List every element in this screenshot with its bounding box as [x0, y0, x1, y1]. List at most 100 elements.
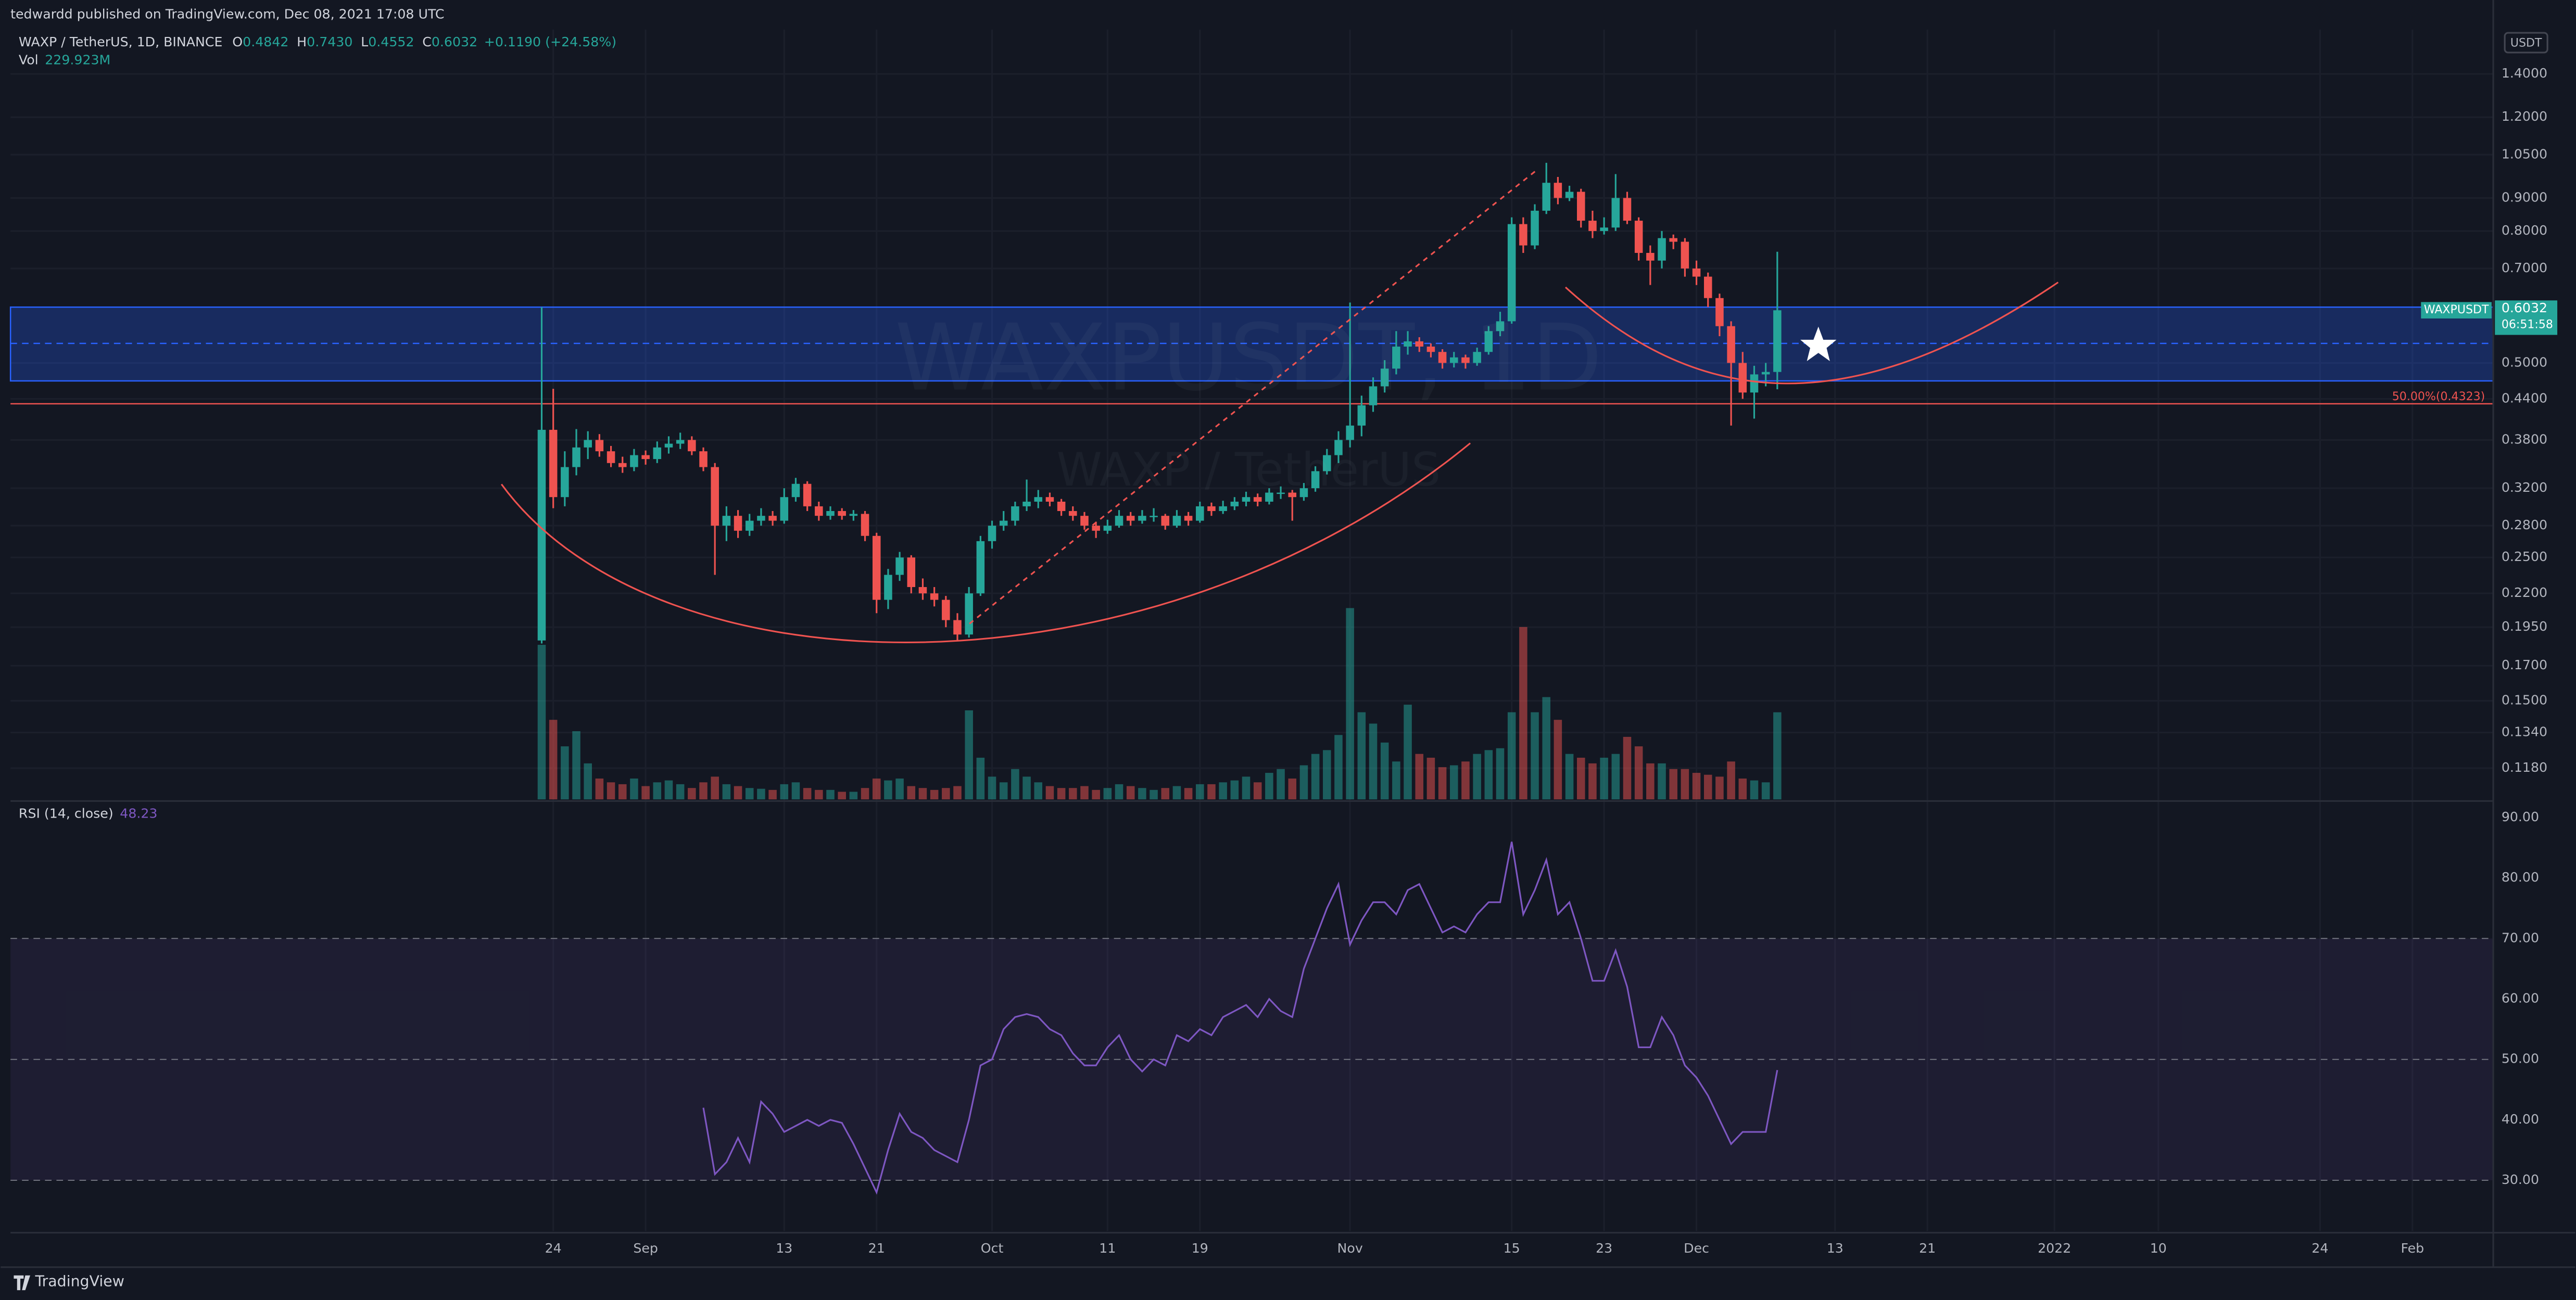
volume-bar	[1646, 763, 1655, 800]
y-tick-label: 0.2500	[2502, 549, 2547, 564]
ohlc-value: 0.7430	[307, 34, 352, 49]
overlay-layer	[500, 170, 2059, 643]
candle-body	[872, 536, 881, 600]
candle-body	[1161, 516, 1170, 526]
volume-bar	[1461, 761, 1470, 800]
candle-body	[1022, 501, 1031, 506]
x-tick-label: Sep	[633, 1241, 658, 1256]
y-tick-label: 0.1500	[2502, 693, 2547, 708]
volume-bar	[1761, 782, 1770, 800]
ohlc-name: L	[361, 34, 368, 49]
volume-bar	[618, 784, 627, 800]
candle-body	[1554, 183, 1562, 198]
y-tick-label: 1.2000	[2502, 109, 2547, 124]
candle-body	[1484, 331, 1493, 352]
volume-bar	[699, 782, 708, 800]
x-tick-label: 24	[545, 1241, 562, 1256]
rsi-tick-label: 30.00	[2502, 1172, 2539, 1187]
candle-body	[676, 440, 685, 444]
y-tick-label: 0.2800	[2502, 517, 2547, 532]
legend-line: WAXP / TetherUS, 1D, BINANCE O0.4842 H0.74…	[19, 34, 616, 49]
volume-bar	[907, 786, 916, 800]
x-tick-label: 19	[1192, 1241, 1208, 1256]
volume-bar	[676, 784, 685, 800]
volume-bar	[1311, 754, 1320, 800]
volume-bar	[1484, 750, 1493, 800]
volume-bar	[791, 782, 800, 800]
volume-bar	[1658, 763, 1666, 800]
x-tick-label: Feb	[2401, 1241, 2424, 1256]
volume-bar	[1415, 754, 1423, 800]
symbol-tag-label: WAXPUSDT	[2424, 303, 2489, 316]
y-tick-label: 0.7000	[2502, 260, 2547, 275]
candle-body	[918, 587, 927, 594]
candle-body	[953, 620, 962, 635]
candle-body	[1219, 506, 1227, 511]
candle-body	[999, 520, 1008, 526]
volume-bar	[561, 746, 569, 800]
watermark: WAXPUSDT, 1D	[895, 304, 1602, 412]
volume-bar	[722, 784, 731, 800]
author-line: tedwardd published on TradingView.com, D…	[10, 6, 444, 21]
candle-body	[1011, 506, 1019, 521]
x-tick-label: Dec	[1684, 1241, 1709, 1256]
volume-bar	[1438, 767, 1447, 800]
volume-bar	[803, 788, 812, 800]
candle-body	[664, 443, 673, 448]
volume-bar	[1600, 757, 1608, 800]
volume-bar	[1669, 769, 1677, 800]
volume-bar	[1692, 773, 1701, 800]
volume-bar	[1103, 788, 1112, 800]
rsi-tick-label: 50.00	[2502, 1051, 2539, 1066]
candle-body	[734, 516, 742, 531]
candle-body	[907, 557, 916, 588]
candle-body	[1311, 471, 1320, 489]
volume-bar	[942, 788, 950, 800]
fib-label: 50.00%(0.4323)	[2392, 390, 2485, 403]
candle-body	[1496, 321, 1505, 332]
candle-body	[711, 467, 719, 526]
brand-logo	[14, 1275, 31, 1291]
rsi-tick-label: 70.00	[2502, 930, 2539, 945]
candle-body	[1669, 238, 1677, 242]
volume-bar	[1473, 754, 1481, 800]
candle-body	[630, 455, 638, 467]
volume-bar	[1773, 712, 1782, 800]
volume-bar	[1727, 761, 1735, 800]
x-tick-label: Nov	[1337, 1241, 1363, 1256]
ohlc-value: 0.4552	[368, 34, 414, 49]
candle-body	[1346, 425, 1354, 440]
candle-body	[1207, 506, 1216, 511]
candle-body	[1392, 346, 1400, 369]
volume-bar	[595, 778, 604, 800]
volume-bar	[1450, 765, 1458, 800]
candle-body	[1404, 341, 1412, 347]
candle-body	[1658, 238, 1666, 261]
candle-body	[803, 483, 812, 506]
back-layer: 50.00%(0.4323)	[9, 29, 2494, 1231]
y-tick-label: 0.1700	[2502, 657, 2547, 672]
volume-bar	[884, 780, 892, 800]
candle-body	[572, 447, 580, 467]
volume-bar	[1611, 754, 1620, 800]
candle-body	[1623, 198, 1632, 221]
candle-body	[1357, 405, 1366, 426]
volume-bar	[918, 788, 927, 800]
candle-body	[1230, 501, 1239, 506]
candle-body	[1334, 440, 1343, 455]
candle-body	[1415, 341, 1423, 347]
candle-body	[965, 593, 973, 635]
volume-value: 229.923M	[45, 53, 110, 68]
candle-body	[688, 440, 696, 452]
volume-bar	[1242, 776, 1251, 800]
ohlc-name: O	[232, 34, 243, 49]
candle-body	[930, 593, 939, 600]
brand: TradingView	[34, 1272, 124, 1290]
cup-curve	[1564, 282, 2059, 385]
candle-body	[1773, 310, 1782, 372]
trend-line	[969, 170, 1537, 624]
x-tick-label: 23	[1596, 1241, 1612, 1256]
volume-bar	[1577, 757, 1585, 800]
candle-body	[1299, 488, 1308, 498]
